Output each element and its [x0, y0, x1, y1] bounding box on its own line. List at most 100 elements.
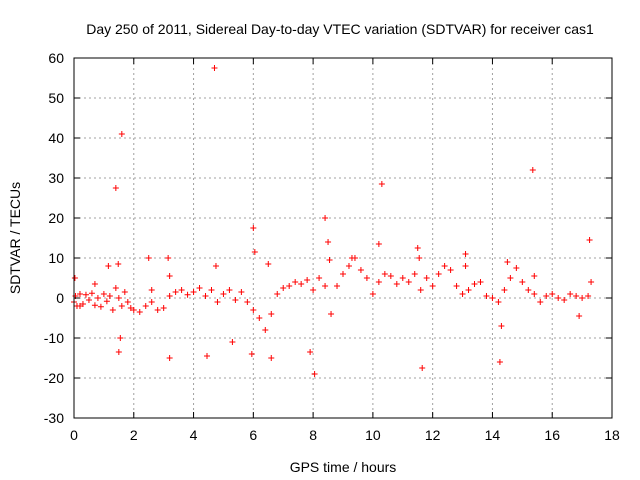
data-point [165, 255, 172, 261]
data-point [447, 267, 454, 273]
data-point [357, 267, 364, 273]
data-point [88, 290, 95, 297]
y-tick-label: 0 [56, 290, 64, 306]
data-point [262, 327, 269, 333]
data-point [229, 339, 236, 345]
data-points [71, 65, 595, 377]
data-point [112, 185, 119, 191]
data-point [453, 283, 460, 289]
y-tick-label: 60 [48, 50, 64, 66]
data-point [244, 299, 251, 305]
data-point [310, 287, 317, 293]
data-point [148, 287, 155, 293]
data-point [531, 273, 538, 279]
data-point [248, 351, 255, 357]
data-point [268, 355, 275, 361]
x-axis-label: GPS time / hours [290, 459, 397, 475]
data-point [441, 263, 448, 269]
data-point [311, 371, 318, 377]
data-point [586, 237, 593, 243]
x-tick-label: 14 [485, 427, 501, 443]
data-point [387, 273, 394, 279]
data-point [576, 313, 583, 319]
x-tick-label: 12 [425, 427, 441, 443]
data-point [322, 215, 329, 221]
data-point [585, 293, 592, 299]
data-point [202, 293, 209, 299]
data-point [504, 259, 511, 265]
data-point [525, 287, 532, 293]
data-point [375, 279, 382, 285]
data-point [118, 131, 125, 137]
data-point [304, 277, 311, 283]
data-point [495, 299, 502, 305]
data-point [124, 299, 131, 305]
data-point [501, 287, 508, 293]
data-point [316, 275, 323, 281]
data-point [166, 355, 173, 361]
x-tick-label: 16 [544, 427, 560, 443]
data-point [416, 255, 423, 261]
data-point [154, 307, 161, 313]
data-point [238, 289, 245, 295]
data-point [148, 299, 155, 305]
data-point [220, 291, 227, 297]
y-tick-label: -20 [44, 370, 64, 386]
data-point [256, 315, 263, 321]
data-point [190, 289, 197, 295]
y-tick-label: -30 [44, 410, 64, 426]
data-point [160, 305, 167, 311]
data-point [166, 293, 173, 299]
grid-lines [74, 58, 612, 418]
data-point [419, 365, 426, 371]
data-point [549, 291, 556, 297]
data-point [529, 167, 536, 173]
data-point [103, 298, 110, 305]
data-point [204, 353, 211, 359]
y-tick-label: 10 [48, 250, 64, 266]
data-point [459, 291, 466, 297]
data-point [411, 271, 418, 277]
data-point [328, 311, 335, 317]
data-point [196, 285, 203, 291]
data-point [71, 275, 78, 281]
data-point [423, 275, 430, 281]
data-point [537, 299, 544, 305]
data-point [105, 263, 112, 269]
data-point [91, 281, 98, 287]
x-tick-label: 18 [604, 427, 620, 443]
data-point [85, 297, 92, 303]
data-point [519, 279, 526, 285]
data-point [280, 285, 287, 291]
y-tick-label: 20 [48, 210, 64, 226]
data-point [145, 255, 152, 261]
x-tick-label: 2 [130, 427, 138, 443]
data-point [363, 275, 370, 281]
y-tick-label: 40 [48, 130, 64, 146]
data-point [130, 307, 137, 313]
data-point [226, 287, 233, 293]
x-tick-label: 8 [309, 427, 317, 443]
data-point [307, 349, 314, 355]
data-point [121, 289, 128, 295]
y-tick-label: 50 [48, 90, 64, 106]
data-point [579, 295, 586, 301]
data-point [381, 271, 388, 277]
data-point [274, 291, 281, 297]
data-point [405, 279, 412, 285]
axis-ticks: 0 2 4 6 8 10 12 14 16 18 -30 -20 -10 0 10 20 30 40 50 60 [44, 50, 620, 443]
data-point [348, 255, 355, 261]
x-tick-label: 6 [249, 427, 257, 443]
data-point [531, 291, 538, 297]
data-point [345, 263, 352, 269]
data-point [477, 279, 484, 285]
data-point [166, 273, 173, 279]
data-point [393, 281, 400, 287]
x-tick-label: 10 [365, 427, 381, 443]
data-point [94, 295, 101, 301]
data-point [375, 241, 382, 247]
data-point [462, 251, 469, 257]
data-point [429, 283, 436, 289]
